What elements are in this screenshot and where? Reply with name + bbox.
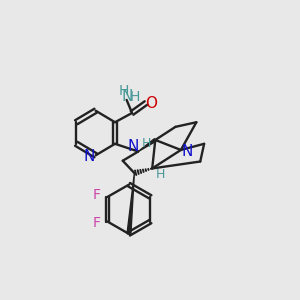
Text: F: F [93,188,101,202]
Text: H: H [118,84,129,98]
Text: H: H [130,90,140,104]
Text: N: N [84,148,95,164]
Text: H: H [141,137,151,150]
Text: F: F [93,216,101,230]
Text: N: N [128,139,139,154]
Polygon shape [138,139,156,152]
Text: H: H [156,168,165,181]
Text: N: N [182,144,193,159]
Text: N: N [122,89,133,104]
Polygon shape [127,173,134,234]
Text: O: O [146,96,158,111]
